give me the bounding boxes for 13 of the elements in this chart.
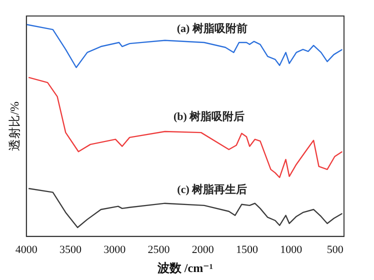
x-tick-label: 2000	[192, 244, 214, 256]
x-tick-label: 500	[326, 244, 344, 256]
x-tick-label: 3000	[104, 244, 126, 256]
series-label: (a) 树脂吸附前	[176, 22, 248, 35]
x-tick-label: 1000	[280, 244, 303, 256]
x-tick-label: 1500	[236, 244, 258, 256]
x-tick-label: 3500	[60, 244, 82, 256]
series-label: (c) 树脂再生后	[177, 182, 248, 196]
y-axis-title: 透射比/%	[7, 102, 22, 151]
x-tick-label: 2500	[148, 244, 170, 256]
x-axis-title: 波数 /cm⁻¹	[156, 260, 214, 275]
series-label: (b) 树脂吸附后	[173, 110, 245, 123]
x-tick-label: 4000	[15, 244, 38, 256]
